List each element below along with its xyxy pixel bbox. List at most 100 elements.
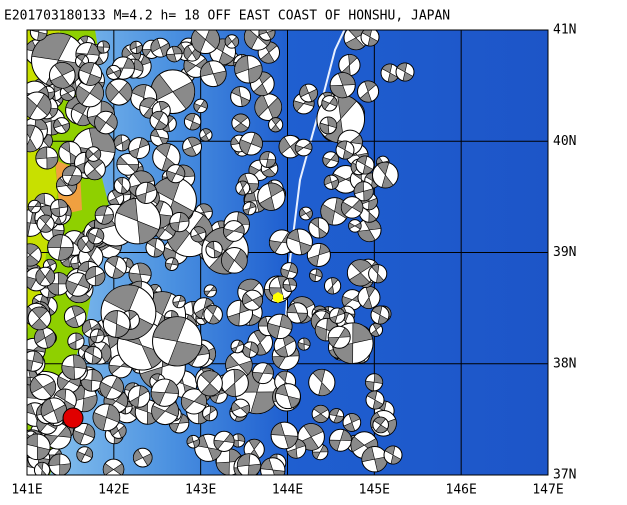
beachball — [27, 433, 51, 461]
beachball — [335, 140, 355, 160]
lon-label: 145E — [359, 483, 390, 498]
ball-quadrant — [27, 124, 38, 153]
ball-quadrant — [65, 305, 86, 328]
beachball — [254, 93, 283, 122]
ball-quadrant — [47, 234, 74, 261]
ball-quadrant — [186, 435, 200, 449]
ball-quadrant — [329, 307, 345, 324]
beachball — [65, 272, 91, 297]
ball-quadrant — [384, 445, 402, 465]
ball-quadrant — [359, 80, 377, 103]
beachball — [360, 30, 380, 47]
beachball — [371, 161, 399, 189]
beachball — [169, 212, 190, 233]
beachball — [242, 201, 257, 216]
beachball — [87, 227, 105, 245]
beachball — [166, 45, 183, 63]
ball-quadrant — [182, 136, 202, 157]
main-event — [62, 407, 84, 429]
beachball — [372, 416, 389, 434]
beachball — [311, 404, 330, 423]
ball-quadrant — [321, 96, 338, 110]
beachball — [127, 385, 151, 408]
beachball — [113, 177, 131, 194]
map-frame — [26, 29, 549, 476]
beachball — [368, 264, 388, 284]
ball-quadrant — [286, 303, 308, 323]
beachball — [92, 403, 121, 432]
ball-quadrant — [309, 268, 323, 282]
ball-quadrant — [366, 390, 384, 410]
ball-quadrant — [371, 264, 385, 284]
ball-quadrant — [319, 116, 337, 135]
beachballs — [27, 30, 415, 475]
ball-quadrant — [105, 81, 133, 103]
beachball — [172, 294, 186, 309]
beachball — [72, 422, 96, 446]
ball-quadrant — [223, 224, 245, 238]
beachball — [114, 197, 162, 245]
ball-quadrant — [102, 463, 125, 475]
beachball — [47, 234, 74, 261]
beachball — [260, 457, 286, 475]
beachball — [323, 174, 339, 190]
ball-quadrant — [92, 404, 121, 431]
ball-quadrant — [297, 337, 311, 351]
beachball — [193, 98, 208, 114]
beachball — [274, 383, 301, 410]
beachball — [190, 226, 207, 243]
beachball — [364, 373, 384, 392]
ball-quadrant — [270, 117, 281, 133]
ball-quadrant — [29, 377, 56, 398]
beachball — [89, 328, 105, 344]
ball-quadrant — [224, 35, 239, 48]
beachball — [235, 180, 251, 196]
ball-quadrant — [242, 292, 263, 308]
beachball — [357, 286, 381, 310]
beachball — [355, 155, 375, 175]
ball-quadrant — [310, 217, 328, 239]
beachball — [213, 430, 235, 452]
beachball — [35, 146, 59, 170]
beachball — [220, 368, 249, 398]
ball-quadrant — [371, 305, 389, 325]
epicenter — [273, 292, 283, 303]
ball-quadrant — [116, 198, 160, 245]
ball-quadrant — [85, 266, 106, 287]
ball-quadrant — [252, 363, 274, 383]
beachball — [380, 63, 400, 83]
beachball — [27, 91, 52, 121]
beachball — [102, 458, 125, 475]
ball-quadrant — [341, 199, 364, 216]
beachball — [113, 134, 131, 152]
beachball — [395, 62, 415, 82]
ball-quadrant — [231, 340, 244, 353]
beachball — [29, 30, 48, 41]
ball-quadrant — [377, 162, 394, 189]
beachball — [199, 128, 213, 142]
beachball — [150, 37, 171, 58]
ball-quadrant — [27, 201, 42, 212]
ball-quadrant — [312, 405, 329, 423]
beachball — [299, 83, 318, 103]
beachball — [182, 136, 203, 157]
beachball — [27, 243, 42, 267]
ball-quadrant — [233, 113, 249, 133]
ball-quadrant — [72, 423, 95, 445]
beachball — [236, 453, 262, 475]
ball-quadrant — [203, 405, 217, 422]
beachball — [308, 217, 330, 239]
beachball — [33, 461, 51, 475]
ball-quadrant — [50, 62, 75, 89]
beachball — [328, 408, 345, 424]
beachball — [327, 325, 351, 349]
ball-quadrant — [97, 40, 110, 54]
lon-label: 141E — [11, 483, 42, 498]
ball-quadrant — [203, 285, 217, 297]
ball-quadrant — [27, 243, 40, 267]
ball-quadrant — [128, 137, 150, 159]
ball-quadrant — [326, 277, 339, 295]
ball-quadrant — [396, 62, 414, 82]
beachball — [323, 277, 342, 295]
lat-label: 38N — [553, 356, 576, 371]
